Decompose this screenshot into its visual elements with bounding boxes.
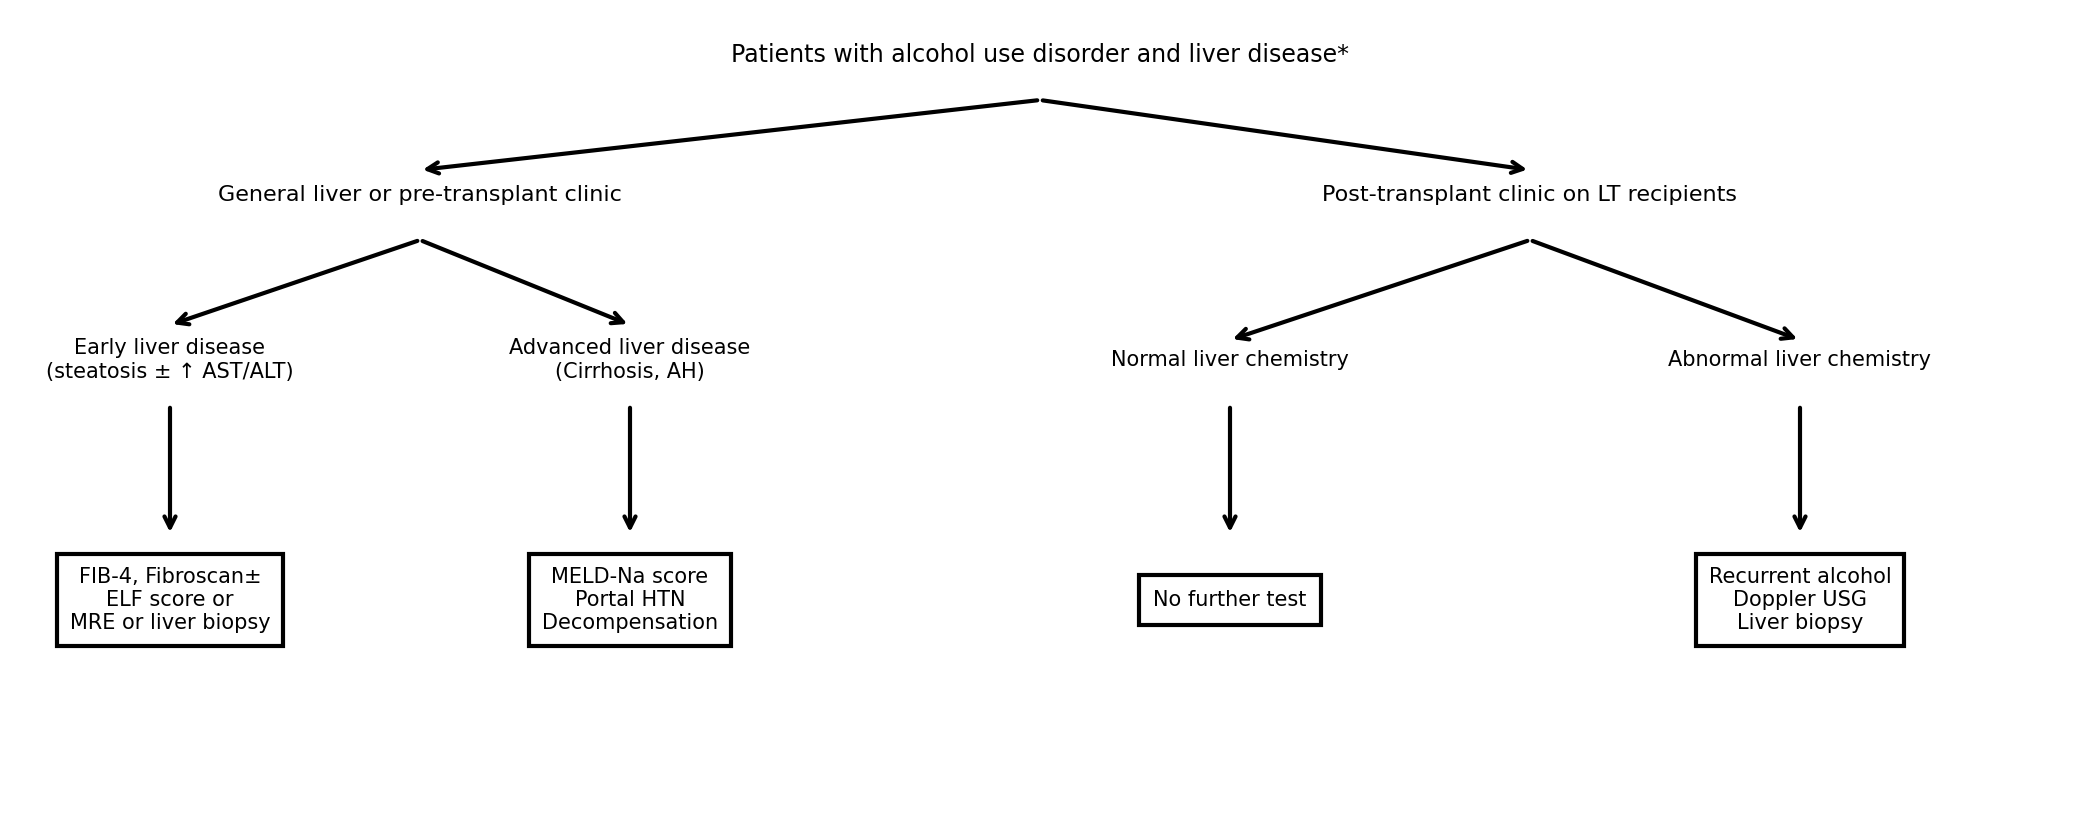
Text: Recurrent alcohol
Doppler USG
Liver biopsy: Recurrent alcohol Doppler USG Liver biop… [1709, 566, 1892, 633]
Text: MELD-Na score
Portal HTN
Decompensation: MELD-Na score Portal HTN Decompensation [543, 566, 717, 633]
Text: Patients with alcohol use disorder and liver disease*: Patients with alcohol use disorder and l… [732, 43, 1349, 67]
Text: Post-transplant clinic on LT recipients: Post-transplant clinic on LT recipients [1322, 185, 1738, 205]
Text: Normal liver chemistry: Normal liver chemistry [1110, 350, 1349, 370]
Text: No further test: No further test [1154, 590, 1308, 610]
Text: Early liver disease
(steatosis ± ↑ AST/ALT): Early liver disease (steatosis ± ↑ AST/A… [46, 338, 293, 381]
Text: Advanced liver disease
(Cirrhosis, AH): Advanced liver disease (Cirrhosis, AH) [509, 338, 751, 381]
Text: FIB-4, Fibroscan±
ELF score or
MRE or liver biopsy: FIB-4, Fibroscan± ELF score or MRE or li… [71, 566, 270, 633]
Text: Abnormal liver chemistry: Abnormal liver chemistry [1669, 350, 1931, 370]
Text: General liver or pre-transplant clinic: General liver or pre-transplant clinic [218, 185, 622, 205]
